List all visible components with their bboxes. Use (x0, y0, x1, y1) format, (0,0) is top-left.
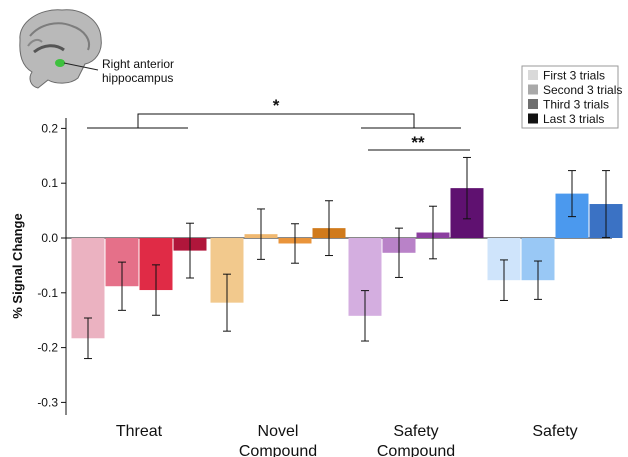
y-tick-label: -0.2 (37, 341, 58, 355)
brain-illustration: Right anterior hippocampus (19, 9, 174, 89)
error-bar (186, 222, 194, 279)
category-label: Compound (239, 443, 317, 457)
y-axis-title: % Signal Change (10, 213, 25, 318)
error-bar (361, 290, 369, 342)
error-bar (568, 170, 576, 218)
legend-swatch (528, 70, 538, 80)
y-tick-label: 0.1 (41, 176, 58, 190)
brain-label-line2: hippocampus (102, 71, 173, 85)
error-bar (325, 200, 333, 257)
legend-swatch (528, 113, 538, 124)
error-bar (602, 170, 610, 238)
y-tick-label: 0.0 (41, 231, 58, 245)
significance-star-double: ** (411, 133, 425, 152)
error-bar (223, 273, 231, 332)
category-label: Safety (393, 423, 438, 440)
significance-bracket-single (87, 113, 461, 129)
error-bar (291, 223, 299, 264)
category-label: Safety (532, 423, 577, 440)
y-tick-label: -0.3 (37, 395, 58, 409)
hippocampus-marker (55, 59, 65, 67)
error-bar (84, 317, 92, 360)
category-label: Novel (258, 423, 299, 440)
legend-label: Last 3 trials (543, 112, 604, 126)
error-bar (463, 156, 471, 220)
category-label: Threat (116, 423, 163, 440)
legend-label: Second 3 trials (543, 83, 622, 97)
legend-swatch (528, 99, 538, 109)
error-bar (152, 264, 160, 316)
error-bar (534, 260, 542, 300)
error-bar (395, 227, 403, 278)
significance-star-single: * (273, 96, 280, 115)
error-bar (429, 205, 437, 260)
error-bar (500, 259, 508, 301)
brain-label-line1: Right anterior (102, 57, 174, 71)
y-tick-label: 0.2 (41, 121, 58, 135)
y-axis: 0.2 0.1 0.0 -0.1 -0.2 -0.3 (37, 118, 67, 415)
error-bar (257, 208, 265, 260)
category-label: Compound (377, 443, 455, 457)
error-bar (118, 261, 126, 311)
legend-swatch (528, 84, 538, 95)
y-tick-label: -0.1 (37, 286, 58, 300)
legend-label: First 3 trials (543, 69, 605, 83)
legend-label: Third 3 trials (543, 98, 609, 112)
